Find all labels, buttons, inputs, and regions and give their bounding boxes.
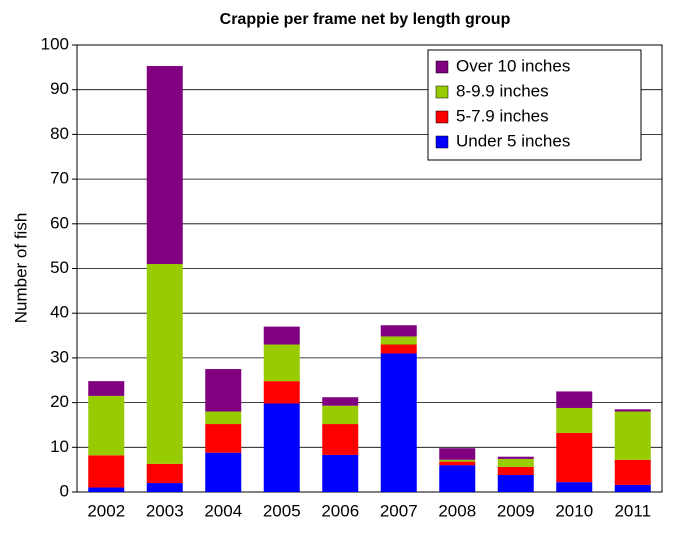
bar-segment: [380, 344, 417, 354]
bar-segment: [614, 459, 651, 485]
bar-segment: [439, 448, 476, 460]
chart-title: Crappie per frame net by length group: [220, 11, 511, 28]
y-tick-label: 20: [50, 392, 69, 411]
legend-swatch: [435, 135, 449, 149]
plot-area: [76, 44, 663, 493]
y-tick-label: 70: [50, 169, 69, 188]
y-tick-label: 90: [50, 79, 69, 98]
bar-segment: [322, 424, 359, 455]
bar-segment: [614, 484, 651, 492]
bar-segment: [322, 405, 359, 425]
bar-segment: [146, 264, 183, 464]
bar-segment: [263, 381, 300, 404]
x-tick-label: 2006: [321, 501, 359, 520]
bar-segment: [263, 403, 300, 492]
bar-segment: [88, 455, 125, 488]
bar-segment: [497, 456, 534, 459]
y-tick-label: 100: [41, 34, 69, 53]
y-tick-label: 80: [50, 124, 69, 143]
bar-segment: [205, 369, 242, 412]
legend-swatch: [435, 85, 449, 99]
x-tick-label: 2003: [146, 501, 184, 520]
bar-segment: [614, 411, 651, 460]
x-tick-label: 2010: [555, 501, 593, 520]
legend-label: 5-7.9 inches: [456, 106, 549, 125]
x-tick-label: 2007: [380, 501, 418, 520]
legend-label: 8-9.9 inches: [456, 81, 549, 100]
bar-segment: [439, 461, 476, 466]
bar-segment: [322, 454, 359, 492]
bar-segment: [614, 409, 651, 412]
bar-segment: [88, 381, 125, 396]
y-tick-label: 50: [50, 258, 69, 277]
bar-segment: [439, 459, 476, 462]
x-tick-label: 2002: [87, 501, 125, 520]
bar-segment: [556, 407, 593, 433]
legend-box: [427, 49, 642, 161]
bar-segment: [497, 458, 534, 467]
bar-segment: [205, 411, 242, 425]
legend-swatch: [435, 60, 449, 74]
legend-swatch: [435, 110, 449, 124]
bar-segment: [556, 391, 593, 408]
bar-segment: [88, 487, 125, 492]
bar-segment: [205, 452, 242, 492]
bar-segment: [146, 463, 183, 484]
bar-segment: [556, 432, 593, 483]
bar-segment: [146, 483, 183, 492]
bar-segment: [380, 325, 417, 337]
bar-segment: [380, 336, 417, 345]
bar-segment: [497, 475, 534, 492]
bar-segment: [439, 465, 476, 492]
legend-label: Over 10 inches: [456, 56, 570, 75]
x-tick-label: 2009: [497, 501, 535, 520]
bar-segment: [263, 326, 300, 345]
x-tick-label: 2005: [263, 501, 301, 520]
x-tick-label: 2004: [204, 501, 242, 520]
bar-segment: [146, 66, 183, 265]
x-tick-label: 2011: [614, 501, 651, 520]
bar-segment: [88, 395, 125, 456]
y-tick-label: 60: [50, 213, 69, 232]
y-tick-label: 30: [50, 347, 69, 366]
y-tick-label: 40: [50, 303, 69, 322]
bar-segment: [380, 353, 417, 492]
y-tick-label: 10: [50, 437, 69, 456]
bar-segment: [263, 344, 300, 382]
bar-segment: [556, 482, 593, 492]
legend-label: Under 5 inches: [456, 131, 570, 150]
y-tick-label: 0: [60, 481, 69, 500]
y-axis-label: Number of fish: [11, 213, 30, 324]
x-tick-label: 2008: [438, 501, 476, 520]
bar-segment: [497, 466, 534, 476]
bar-segment: [322, 397, 359, 406]
bar-segment: [205, 424, 242, 453]
